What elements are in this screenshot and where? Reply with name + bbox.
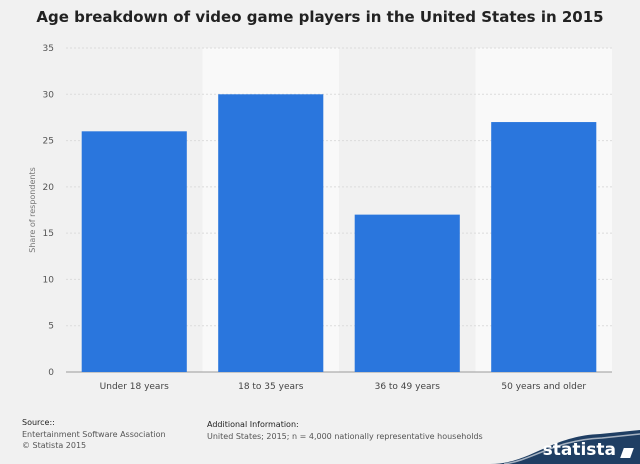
y-tick-label: 30 xyxy=(43,90,55,100)
y-tick-label: 5 xyxy=(48,322,54,332)
bar-18-to-35-years[interactable] xyxy=(218,94,324,373)
statista-logo: statista xyxy=(490,430,640,464)
y-tick-label: 35 xyxy=(43,44,54,54)
y-tick-label: 20 xyxy=(43,183,55,193)
info-text: United States; 2015; n = 4,000 nationall… xyxy=(207,432,483,441)
x-tick-label: 18 to 35 years xyxy=(238,382,304,392)
y-tick-label: 25 xyxy=(43,137,54,147)
y-tick-label: 10 xyxy=(43,275,55,285)
chart-title: Age breakdown of video game players in t… xyxy=(36,8,604,26)
y-tick-label: 15 xyxy=(43,229,54,239)
y-axis-label: Share of respondents xyxy=(28,167,37,253)
x-tick-label: Under 18 years xyxy=(100,382,169,392)
bar-under-18-years[interactable] xyxy=(81,131,187,372)
source-line-1: Entertainment Software Association xyxy=(22,430,166,439)
source-title: Source:: xyxy=(22,418,55,427)
y-tick-label: 0 xyxy=(48,368,54,378)
x-tick-label: 36 to 49 years xyxy=(375,382,441,392)
bar-36-to-49-years[interactable] xyxy=(354,214,460,372)
statista-logo-text: statista xyxy=(542,440,616,460)
x-tick-label: 50 years and older xyxy=(501,382,586,392)
info-title: Additional Information: xyxy=(207,420,299,429)
source-line-2: © Statista 2015 xyxy=(22,441,87,450)
bar-50-years-and-older[interactable] xyxy=(491,122,597,372)
